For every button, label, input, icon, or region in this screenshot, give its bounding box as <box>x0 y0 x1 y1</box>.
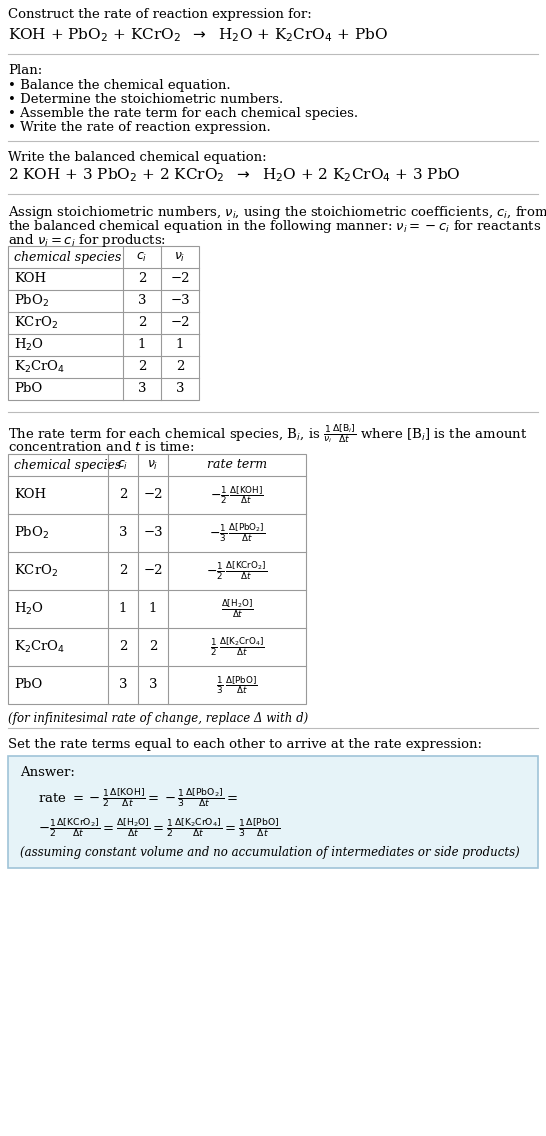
Text: Assign stoichiometric numbers, $\nu_i$, using the stoichiometric coefficients, $: Assign stoichiometric numbers, $\nu_i$, … <box>8 204 546 222</box>
Text: Answer:: Answer: <box>20 766 75 779</box>
Text: the balanced chemical equation in the following manner: $\nu_i = -c_i$ for react: the balanced chemical equation in the fo… <box>8 218 541 235</box>
Text: 3: 3 <box>176 383 184 395</box>
Text: $-\frac{1}{3}\,\frac{\Delta[\mathrm{PbO_2}]}{\Delta t}$: $-\frac{1}{3}\,\frac{\Delta[\mathrm{PbO_… <box>209 521 265 544</box>
Text: (for infinitesimal rate of change, replace Δ with d): (for infinitesimal rate of change, repla… <box>8 712 308 725</box>
Text: KOH + PbO$_2$ + KCrO$_2$  $\rightarrow$  H$_2$O + K$_2$CrO$_4$ + PbO: KOH + PbO$_2$ + KCrO$_2$ $\rightarrow$ H… <box>8 26 388 43</box>
Text: PbO: PbO <box>14 383 42 395</box>
Text: $\frac{1}{2}\,\frac{\Delta[\mathrm{K_2CrO_4}]}{\Delta t}$: $\frac{1}{2}\,\frac{\Delta[\mathrm{K_2Cr… <box>210 636 264 659</box>
Text: 2: 2 <box>138 317 146 329</box>
Text: • Write the rate of reaction expression.: • Write the rate of reaction expression. <box>8 122 271 134</box>
Text: • Determine the stoichiometric numbers.: • Determine the stoichiometric numbers. <box>8 93 283 106</box>
Text: 1: 1 <box>149 602 157 616</box>
Text: 2: 2 <box>138 360 146 374</box>
Text: $\frac{\Delta[\mathrm{H_2O}]}{\Delta t}$: $\frac{\Delta[\mathrm{H_2O}]}{\Delta t}$ <box>221 598 253 620</box>
Text: K$_2$CrO$_4$: K$_2$CrO$_4$ <box>14 638 65 655</box>
Text: −2: −2 <box>143 565 163 577</box>
Text: 3: 3 <box>138 383 146 395</box>
Text: KCrO$_2$: KCrO$_2$ <box>14 563 58 579</box>
Text: −3: −3 <box>170 294 190 308</box>
Text: $-\frac{1}{2}\,\frac{\Delta[\mathrm{KCrO_2}]}{\Delta t}$: $-\frac{1}{2}\,\frac{\Delta[\mathrm{KCrO… <box>206 560 268 583</box>
Text: $-\frac{1}{2}\frac{\Delta[\mathrm{KCrO_2}]}{\Delta t} = \frac{\Delta[\mathrm{H_2: $-\frac{1}{2}\frac{\Delta[\mathrm{KCrO_2… <box>38 816 280 838</box>
Text: concentration and $t$ is time:: concentration and $t$ is time: <box>8 440 194 454</box>
Text: rate term: rate term <box>207 459 267 471</box>
Text: Plan:: Plan: <box>8 64 42 77</box>
Text: and $\nu_i = c_i$ for products:: and $\nu_i = c_i$ for products: <box>8 232 166 249</box>
Text: Set the rate terms equal to each other to arrive at the rate expression:: Set the rate terms equal to each other t… <box>8 738 482 751</box>
Text: 2: 2 <box>119 565 127 577</box>
Text: $c_i$: $c_i$ <box>117 459 129 471</box>
Text: H$_2$O: H$_2$O <box>14 337 44 353</box>
Text: −3: −3 <box>143 526 163 540</box>
Text: (assuming constant volume and no accumulation of intermediates or side products): (assuming constant volume and no accumul… <box>20 846 520 859</box>
Text: KCrO$_2$: KCrO$_2$ <box>14 315 58 331</box>
Text: −2: −2 <box>170 273 190 285</box>
Text: $-\frac{1}{2}\,\frac{\Delta[\mathrm{KOH}]}{\Delta t}$: $-\frac{1}{2}\,\frac{\Delta[\mathrm{KOH}… <box>210 484 264 506</box>
Text: −2: −2 <box>143 488 163 501</box>
FancyBboxPatch shape <box>8 755 538 868</box>
Text: 3: 3 <box>118 678 127 692</box>
Text: 1: 1 <box>138 339 146 351</box>
Text: $\nu_i$: $\nu_i$ <box>147 459 159 471</box>
Text: rate $= -\frac{1}{2}\frac{\Delta[\mathrm{KOH}]}{\Delta t} = -\frac{1}{3}\frac{\D: rate $= -\frac{1}{2}\frac{\Delta[\mathrm… <box>38 786 238 809</box>
Text: Construct the rate of reaction expression for:: Construct the rate of reaction expressio… <box>8 8 312 20</box>
Text: 1: 1 <box>119 602 127 616</box>
Text: K$_2$CrO$_4$: K$_2$CrO$_4$ <box>14 359 65 375</box>
Text: 2: 2 <box>149 641 157 653</box>
Text: PbO$_2$: PbO$_2$ <box>14 525 49 541</box>
Text: −2: −2 <box>170 317 190 329</box>
Text: • Balance the chemical equation.: • Balance the chemical equation. <box>8 80 230 92</box>
Text: H$_2$O: H$_2$O <box>14 601 44 617</box>
Text: 2: 2 <box>138 273 146 285</box>
Text: 3: 3 <box>138 294 146 308</box>
Text: 1: 1 <box>176 339 184 351</box>
Text: PbO: PbO <box>14 678 42 692</box>
Text: 3: 3 <box>118 526 127 540</box>
Text: Write the balanced chemical equation:: Write the balanced chemical equation: <box>8 151 266 164</box>
Text: 3: 3 <box>149 678 157 692</box>
Text: $\nu_i$: $\nu_i$ <box>174 250 186 264</box>
Text: $c_i$: $c_i$ <box>136 250 147 264</box>
Text: $\frac{1}{3}\,\frac{\Delta[\mathrm{PbO}]}{\Delta t}$: $\frac{1}{3}\,\frac{\Delta[\mathrm{PbO}]… <box>216 674 258 696</box>
Text: PbO$_2$: PbO$_2$ <box>14 293 49 309</box>
Text: The rate term for each chemical species, B$_i$, is $\frac{1}{\nu_i}\frac{\Delta[: The rate term for each chemical species,… <box>8 421 527 445</box>
Text: 2: 2 <box>119 641 127 653</box>
Text: • Assemble the rate term for each chemical species.: • Assemble the rate term for each chemic… <box>8 107 358 120</box>
Text: 2: 2 <box>119 488 127 501</box>
Text: KOH: KOH <box>14 273 46 285</box>
Text: chemical species: chemical species <box>14 459 121 471</box>
Bar <box>8 454 306 704</box>
Text: KOH: KOH <box>14 488 46 501</box>
Text: 2: 2 <box>176 360 184 374</box>
Bar <box>8 247 199 400</box>
Text: 2 KOH + 3 PbO$_2$ + 2 KCrO$_2$  $\rightarrow$  H$_2$O + 2 K$_2$CrO$_4$ + 3 PbO: 2 KOH + 3 PbO$_2$ + 2 KCrO$_2$ $\rightar… <box>8 166 461 184</box>
Text: chemical species: chemical species <box>14 251 121 264</box>
